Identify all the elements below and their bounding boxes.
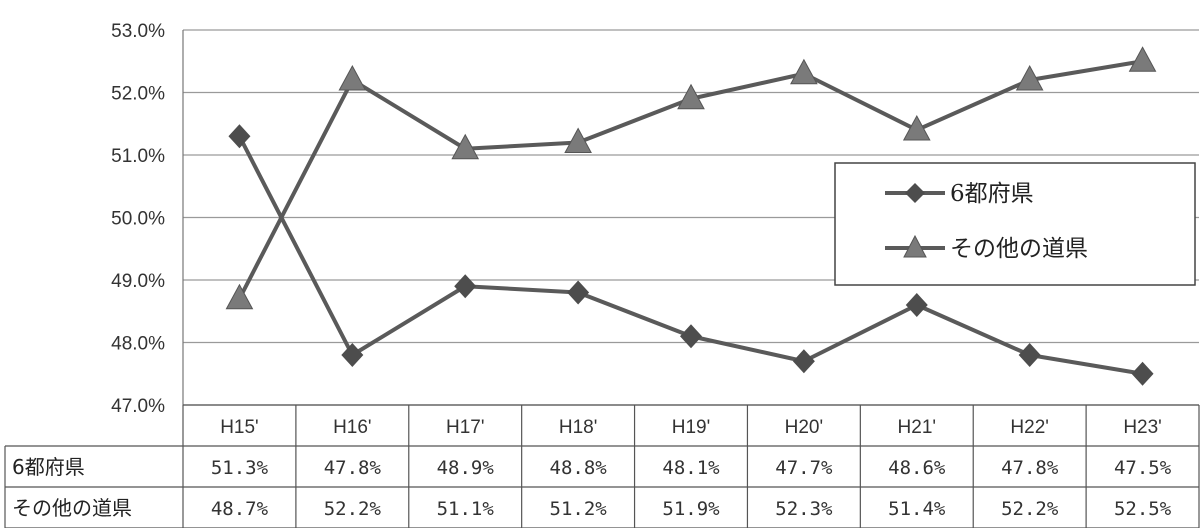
table-cell-value: 47.7%: [775, 457, 833, 479]
data-point-triangle: [1128, 46, 1157, 72]
legend-box: [834, 162, 1196, 286]
y-tick-label: 52.0%: [111, 84, 165, 105]
y-tick-label: 49.0%: [111, 271, 165, 292]
data-point-diamond: [454, 274, 477, 299]
legend-marker-diamond: [905, 183, 925, 203]
table-cell-value: 52.2%: [324, 498, 382, 520]
legend-marker-triangle: [903, 234, 927, 258]
x-tick-label: H15': [220, 417, 258, 438]
table-cell-value: 52.2%: [1001, 498, 1059, 520]
data-point-triangle: [564, 127, 592, 153]
data-point-diamond: [228, 124, 251, 149]
table-cell-value: 47.5%: [1114, 457, 1172, 479]
data-point-diamond: [1018, 343, 1041, 367]
x-tick-label: H20': [785, 417, 823, 438]
data-point-diamond: [567, 280, 590, 305]
table-cell-value: 52.5%: [1114, 498, 1172, 520]
table-cell-value: 52.3%: [775, 498, 833, 520]
table-row-label: その他の道県: [12, 496, 132, 520]
data-point-diamond: [1131, 361, 1154, 386]
data-point-triangle: [677, 83, 705, 110]
table-cell-value: 48.9%: [437, 457, 495, 479]
data-table: H15' H16' H17' H18' H19' H20' H21' H22' H23' 6都府県…: [4, 404, 1200, 528]
data-point-triangle: [338, 64, 367, 91]
data-point-diamond: [341, 343, 364, 367]
legend-label: その他の道県: [950, 236, 1088, 262]
x-tick-label: H17': [446, 417, 484, 438]
x-tick-label: H22': [1010, 417, 1048, 438]
x-tick-label: H18': [559, 417, 597, 438]
data-point-triangle: [902, 114, 931, 141]
data-point-triangle: [1015, 64, 1044, 91]
x-tick-label: H23': [1123, 417, 1161, 438]
x-tick-label: H16': [333, 417, 371, 438]
data-point-diamond: [792, 349, 815, 374]
table-cell-value: 47.8%: [1001, 457, 1059, 479]
table-cell-value: 51.3%: [211, 457, 269, 479]
series-group: [225, 46, 1157, 386]
table-cell-value: 51.9%: [662, 498, 720, 520]
y-tick-label: 48.0%: [111, 334, 165, 355]
y-axis: 47.0% 48.0% 49.0% 50.0% 51.0% 52.0% 53.0%: [111, 21, 184, 417]
table-cell-value: 51.1%: [437, 498, 495, 520]
data-point-diamond: [905, 293, 928, 317]
data-point-triangle: [790, 58, 818, 85]
y-tick-label: 50.0%: [111, 209, 165, 230]
y-tick-label: 47.0%: [111, 396, 165, 417]
data-point-diamond: [680, 324, 702, 349]
x-tick-label: H19': [672, 417, 710, 438]
table-cell-value: 48.8%: [550, 457, 608, 479]
table-cell-value: 48.1%: [662, 457, 720, 479]
table-row-label: 6都府県: [12, 455, 85, 479]
table-cell-value: 48.7%: [211, 498, 269, 520]
x-tick-label: H21': [898, 417, 936, 438]
legend-label: 6都府県: [950, 181, 1034, 207]
table-cell-value: 51.4%: [888, 498, 946, 520]
y-tick-label: 53.0%: [111, 21, 165, 42]
data-point-triangle: [225, 283, 254, 310]
y-tick-label: 51.0%: [111, 146, 165, 167]
table-cell-value: 48.6%: [888, 457, 946, 479]
table-cell-value: 51.2%: [550, 498, 608, 520]
data-point-triangle: [451, 133, 480, 160]
table-cell-value: 47.8%: [324, 457, 382, 479]
